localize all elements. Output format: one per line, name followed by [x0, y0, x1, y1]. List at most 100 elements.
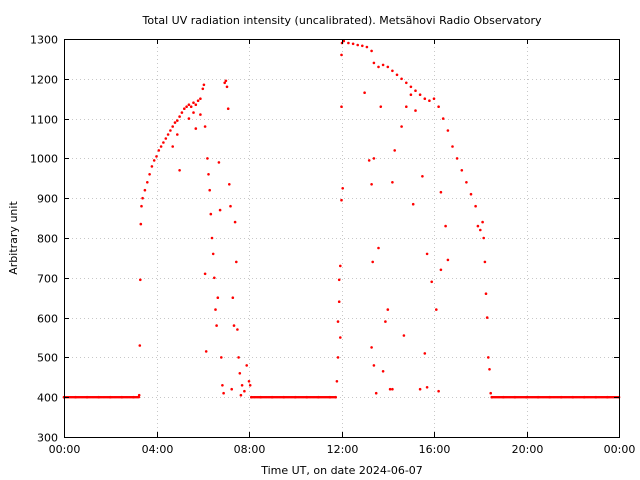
- data-point: [425, 386, 429, 389]
- data-point: [138, 344, 142, 347]
- data-point: [194, 127, 198, 130]
- data-point: [148, 173, 151, 176]
- x-tick-label: 04:00: [142, 443, 174, 456]
- data-point: [238, 372, 242, 375]
- data-point: [465, 181, 468, 184]
- data-point: [409, 93, 413, 96]
- data-point: [223, 81, 226, 85]
- data-point: [137, 393, 141, 397]
- data-point: [217, 161, 221, 164]
- data-point: [485, 316, 489, 319]
- data-point: [216, 296, 220, 300]
- data-point: [337, 300, 341, 304]
- data-point: [221, 384, 224, 387]
- data-point: [192, 111, 195, 114]
- data-point: [220, 356, 223, 359]
- data-point: [341, 187, 345, 190]
- x-axis-label: Time UT, on date 2024-06-07: [260, 464, 423, 477]
- data-point: [176, 119, 179, 122]
- data-point: [336, 356, 340, 359]
- x-axis: 00:00 04:00 08:00 12:00 16:00 20:00 00:00: [49, 39, 636, 456]
- data-point: [146, 181, 149, 184]
- data-point: [180, 111, 184, 114]
- data-point: [224, 79, 228, 83]
- data-point: [391, 69, 394, 73]
- y-tick-label: 800: [37, 233, 58, 246]
- data-point: [365, 45, 369, 49]
- data-point: [222, 391, 225, 395]
- y-tick-label: 300: [37, 432, 58, 445]
- data-point: [336, 320, 340, 323]
- data-point: [372, 364, 376, 367]
- data-point: [213, 276, 216, 280]
- data-point: [371, 260, 375, 264]
- data-point: [474, 204, 477, 208]
- data-point: [207, 173, 210, 176]
- data-point: [361, 44, 364, 48]
- data-point: [218, 208, 222, 212]
- y-tick-label: 900: [37, 193, 58, 206]
- data-point: [337, 278, 341, 282]
- data-point: [388, 387, 392, 391]
- data-point: [209, 212, 213, 216]
- data-point: [243, 389, 246, 393]
- data-point: [437, 105, 440, 108]
- data-point: [178, 115, 181, 118]
- data-point: [439, 268, 443, 272]
- data-point: [377, 65, 380, 69]
- data-point: [386, 65, 390, 69]
- y-axis: 300 400 500 600 700 800 900 1000 1100 1200 1300: [30, 34, 619, 445]
- y-tick-label: 1000: [30, 153, 58, 166]
- data-point: [192, 101, 195, 104]
- data-point: [162, 141, 165, 144]
- data-point: [409, 85, 413, 89]
- data-point: [206, 157, 209, 160]
- data-point: [139, 278, 142, 282]
- grid: [64, 39, 619, 437]
- data-point: [196, 99, 200, 102]
- data-point: [418, 93, 422, 96]
- x-tick-label: 00:00: [604, 443, 636, 456]
- data-point: [164, 137, 168, 140]
- data-point: [372, 157, 376, 160]
- data-point: [460, 169, 464, 172]
- data-point: [363, 91, 366, 94]
- y-axis-label: Arbitrary unit: [7, 201, 20, 275]
- data-point: [340, 105, 343, 108]
- data-point: [137, 396, 141, 399]
- y-tick-label: 1200: [30, 74, 58, 87]
- data-point: [455, 157, 459, 160]
- data-point: [437, 389, 440, 393]
- data-point: [178, 169, 181, 172]
- data-point: [236, 328, 239, 331]
- data-point: [356, 43, 360, 47]
- data-point: [370, 183, 373, 186]
- data-point: [435, 308, 438, 311]
- data-point: [423, 352, 427, 355]
- data-point: [203, 272, 207, 276]
- data-point: [488, 368, 491, 371]
- data-point: [489, 391, 493, 395]
- data-point: [446, 129, 450, 132]
- data-point: [245, 364, 248, 367]
- data-point: [374, 391, 378, 395]
- data-point: [414, 109, 417, 112]
- x-tick-label: 16:00: [419, 443, 451, 456]
- data-point: [381, 370, 385, 373]
- data-point: [214, 308, 217, 311]
- data-point: [159, 145, 163, 148]
- data-point: [367, 159, 371, 162]
- data-point: [199, 113, 202, 116]
- data-point: [140, 204, 143, 208]
- data-point: [439, 190, 443, 194]
- data-point: [405, 81, 408, 85]
- data-point: [393, 149, 397, 152]
- data-point: [235, 260, 238, 264]
- data-point: [215, 324, 218, 327]
- x-tick-label: 08:00: [234, 443, 266, 456]
- data-point: [391, 181, 394, 184]
- data-point: [384, 320, 387, 323]
- data-point: [232, 324, 236, 327]
- data-point: [482, 236, 486, 240]
